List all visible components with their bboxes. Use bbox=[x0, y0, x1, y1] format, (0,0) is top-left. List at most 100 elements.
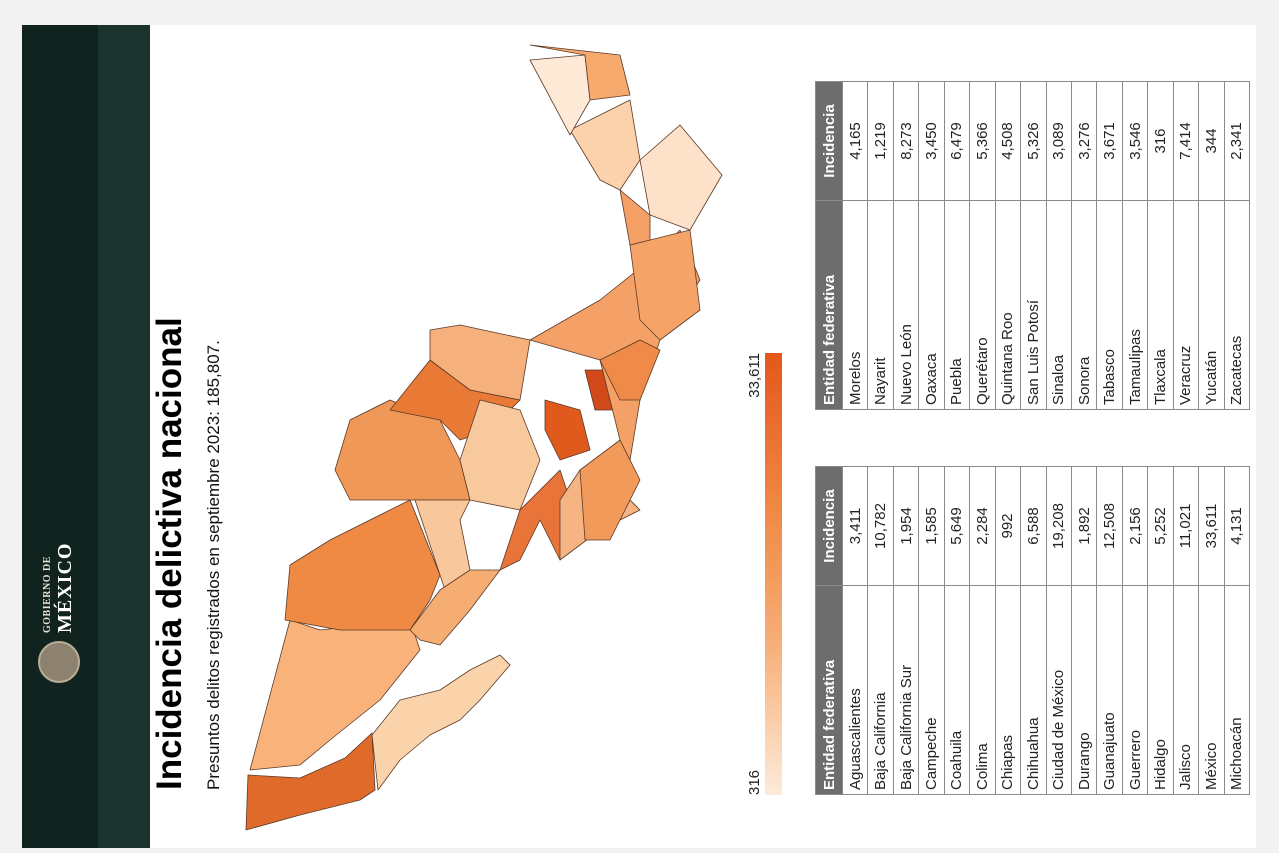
incidence-cell: 4,165 bbox=[842, 81, 868, 201]
map-region bbox=[429, 324, 531, 401]
state-cell: Colima bbox=[969, 585, 996, 795]
incidence-cell: 3,671 bbox=[1096, 81, 1123, 201]
incidence-cell: 2,341 bbox=[1224, 81, 1250, 201]
map-region bbox=[579, 439, 641, 541]
incidence-cell: 4,131 bbox=[1224, 466, 1250, 586]
incidence-cell: 3,546 bbox=[1122, 81, 1148, 201]
state-cell: Nuevo León bbox=[893, 200, 919, 410]
table-row: Aguascalientes 3,411 bbox=[842, 466, 868, 795]
map-region bbox=[529, 44, 631, 101]
incidence-cell: 3,411 bbox=[842, 466, 868, 586]
incidence-cell: 5,326 bbox=[1020, 81, 1046, 201]
state-cell: Quintana Roo bbox=[995, 200, 1021, 410]
map-region bbox=[249, 619, 421, 771]
map-region bbox=[599, 339, 661, 401]
column-header: Entidad federativa bbox=[815, 200, 843, 410]
state-cell: Jalisco bbox=[1173, 585, 1199, 795]
map-region bbox=[245, 732, 376, 831]
logo-emblem bbox=[38, 641, 80, 683]
incidence-cell: 33,611 bbox=[1198, 466, 1225, 586]
incidence-cell: 3,450 bbox=[918, 81, 945, 201]
table-row: Sonora 3,276 bbox=[1071, 81, 1097, 410]
column-header: Incidencia bbox=[815, 466, 843, 586]
incidence-cell: 6,588 bbox=[1020, 466, 1046, 586]
table-row: Yucatán 344 bbox=[1198, 81, 1225, 410]
map-region bbox=[619, 189, 651, 246]
map-region bbox=[371, 654, 511, 791]
data-table: Entidad federativa Incidencia Morelos 4,165… bbox=[815, 81, 1250, 410]
state-cell: Chiapas bbox=[995, 585, 1021, 795]
incidence-cell: 12,508 bbox=[1096, 466, 1123, 586]
subtitle: Presuntos delitos registrados en septiem… bbox=[204, 340, 223, 790]
table-row: México 33,611 bbox=[1198, 466, 1225, 795]
table-row: Guerrero 2,156 bbox=[1122, 466, 1148, 795]
incidence-cell: 7,414 bbox=[1173, 81, 1199, 201]
state-cell: Tabasco bbox=[1096, 200, 1123, 410]
legend-min: 316 bbox=[746, 769, 763, 795]
incidence-cell: 19,208 bbox=[1046, 466, 1072, 586]
incidence-cell: 1,954 bbox=[893, 466, 919, 586]
map-region bbox=[409, 569, 501, 646]
map-region bbox=[569, 99, 641, 191]
table-row: Campeche 1,585 bbox=[918, 466, 945, 795]
table-row: Tlaxcala 316 bbox=[1147, 81, 1174, 410]
table-row: Tamaulipas 3,546 bbox=[1122, 81, 1148, 410]
state-cell: Veracruz bbox=[1173, 200, 1199, 410]
table-row: Quintana Roo 4,508 bbox=[995, 81, 1021, 410]
state-cell: Zacatecas bbox=[1224, 200, 1250, 410]
table-row: Coahuila 5,649 bbox=[944, 466, 970, 795]
table-row: Nuevo León 8,273 bbox=[893, 81, 919, 410]
table-row: Chihuahua 6,588 bbox=[1020, 466, 1046, 795]
state-cell: Campeche bbox=[918, 585, 945, 795]
table-row: Michoacán 4,131 bbox=[1224, 466, 1250, 795]
incidence-cell: 3,089 bbox=[1046, 81, 1072, 201]
state-cell: San Luis Potosí bbox=[1020, 200, 1046, 410]
incidence-cell: 3,276 bbox=[1071, 81, 1097, 201]
incidence-cell: 5,366 bbox=[969, 81, 996, 201]
column-header: Incidencia bbox=[815, 81, 843, 201]
table-row: Baja California Sur 1,954 bbox=[893, 466, 919, 795]
state-cell: Morelos bbox=[842, 200, 868, 410]
table-header-row: Entidad federativa Incidencia bbox=[815, 466, 843, 795]
table-row: Puebla 6,479 bbox=[944, 81, 970, 410]
state-cell: Hidalgo bbox=[1147, 585, 1174, 795]
state-cell: Querétaro bbox=[969, 200, 996, 410]
incidence-cell: 2,156 bbox=[1122, 466, 1148, 586]
table-row: Chiapas 992 bbox=[995, 466, 1021, 795]
table-row: Guanajuato 12,508 bbox=[1096, 466, 1123, 795]
incidence-cell: 2,284 bbox=[969, 466, 996, 586]
state-cell: Durango bbox=[1071, 585, 1097, 795]
table-row: Tabasco 3,671 bbox=[1096, 81, 1123, 410]
state-cell: Yucatán bbox=[1198, 200, 1225, 410]
state-cell: Sonora bbox=[1071, 200, 1097, 410]
map-region bbox=[639, 124, 723, 231]
sidebar-band bbox=[22, 25, 98, 848]
state-cell: Guanajuato bbox=[1096, 585, 1123, 795]
state-cell: Tamaulipas bbox=[1122, 200, 1148, 410]
state-cell: Sinaloa bbox=[1046, 200, 1072, 410]
incidence-cell: 316 bbox=[1147, 81, 1174, 201]
table-row: Nayarit 1,219 bbox=[867, 81, 894, 410]
incidence-cell: 5,252 bbox=[1147, 466, 1174, 586]
table-row: Sinaloa 3,089 bbox=[1046, 81, 1072, 410]
state-cell: Chihuahua bbox=[1020, 585, 1046, 795]
table-row: Ciudad de México 19,208 bbox=[1046, 466, 1072, 795]
table-row: Oaxaca 3,450 bbox=[918, 81, 945, 410]
state-cell: Oaxaca bbox=[918, 200, 945, 410]
logo-text: GOBIERNO DE bbox=[42, 556, 53, 633]
table-row: Morelos 4,165 bbox=[842, 81, 868, 410]
state-cell: Guerrero bbox=[1122, 585, 1148, 795]
incidence-cell: 992 bbox=[995, 466, 1021, 586]
incidence-cell: 1,892 bbox=[1071, 466, 1097, 586]
incidence-cell: 6,479 bbox=[944, 81, 970, 201]
logo-text: MÉXICO bbox=[54, 542, 76, 633]
incidence-cell: 11,021 bbox=[1173, 466, 1199, 586]
column-header: Entidad federativa bbox=[815, 585, 843, 795]
state-cell: Baja California bbox=[867, 585, 894, 795]
legend-max: 33,611 bbox=[746, 353, 763, 398]
incidence-cell: 1,585 bbox=[918, 466, 945, 586]
color-scale bbox=[765, 353, 782, 795]
title: Incidencia delictiva nacional bbox=[150, 317, 189, 790]
